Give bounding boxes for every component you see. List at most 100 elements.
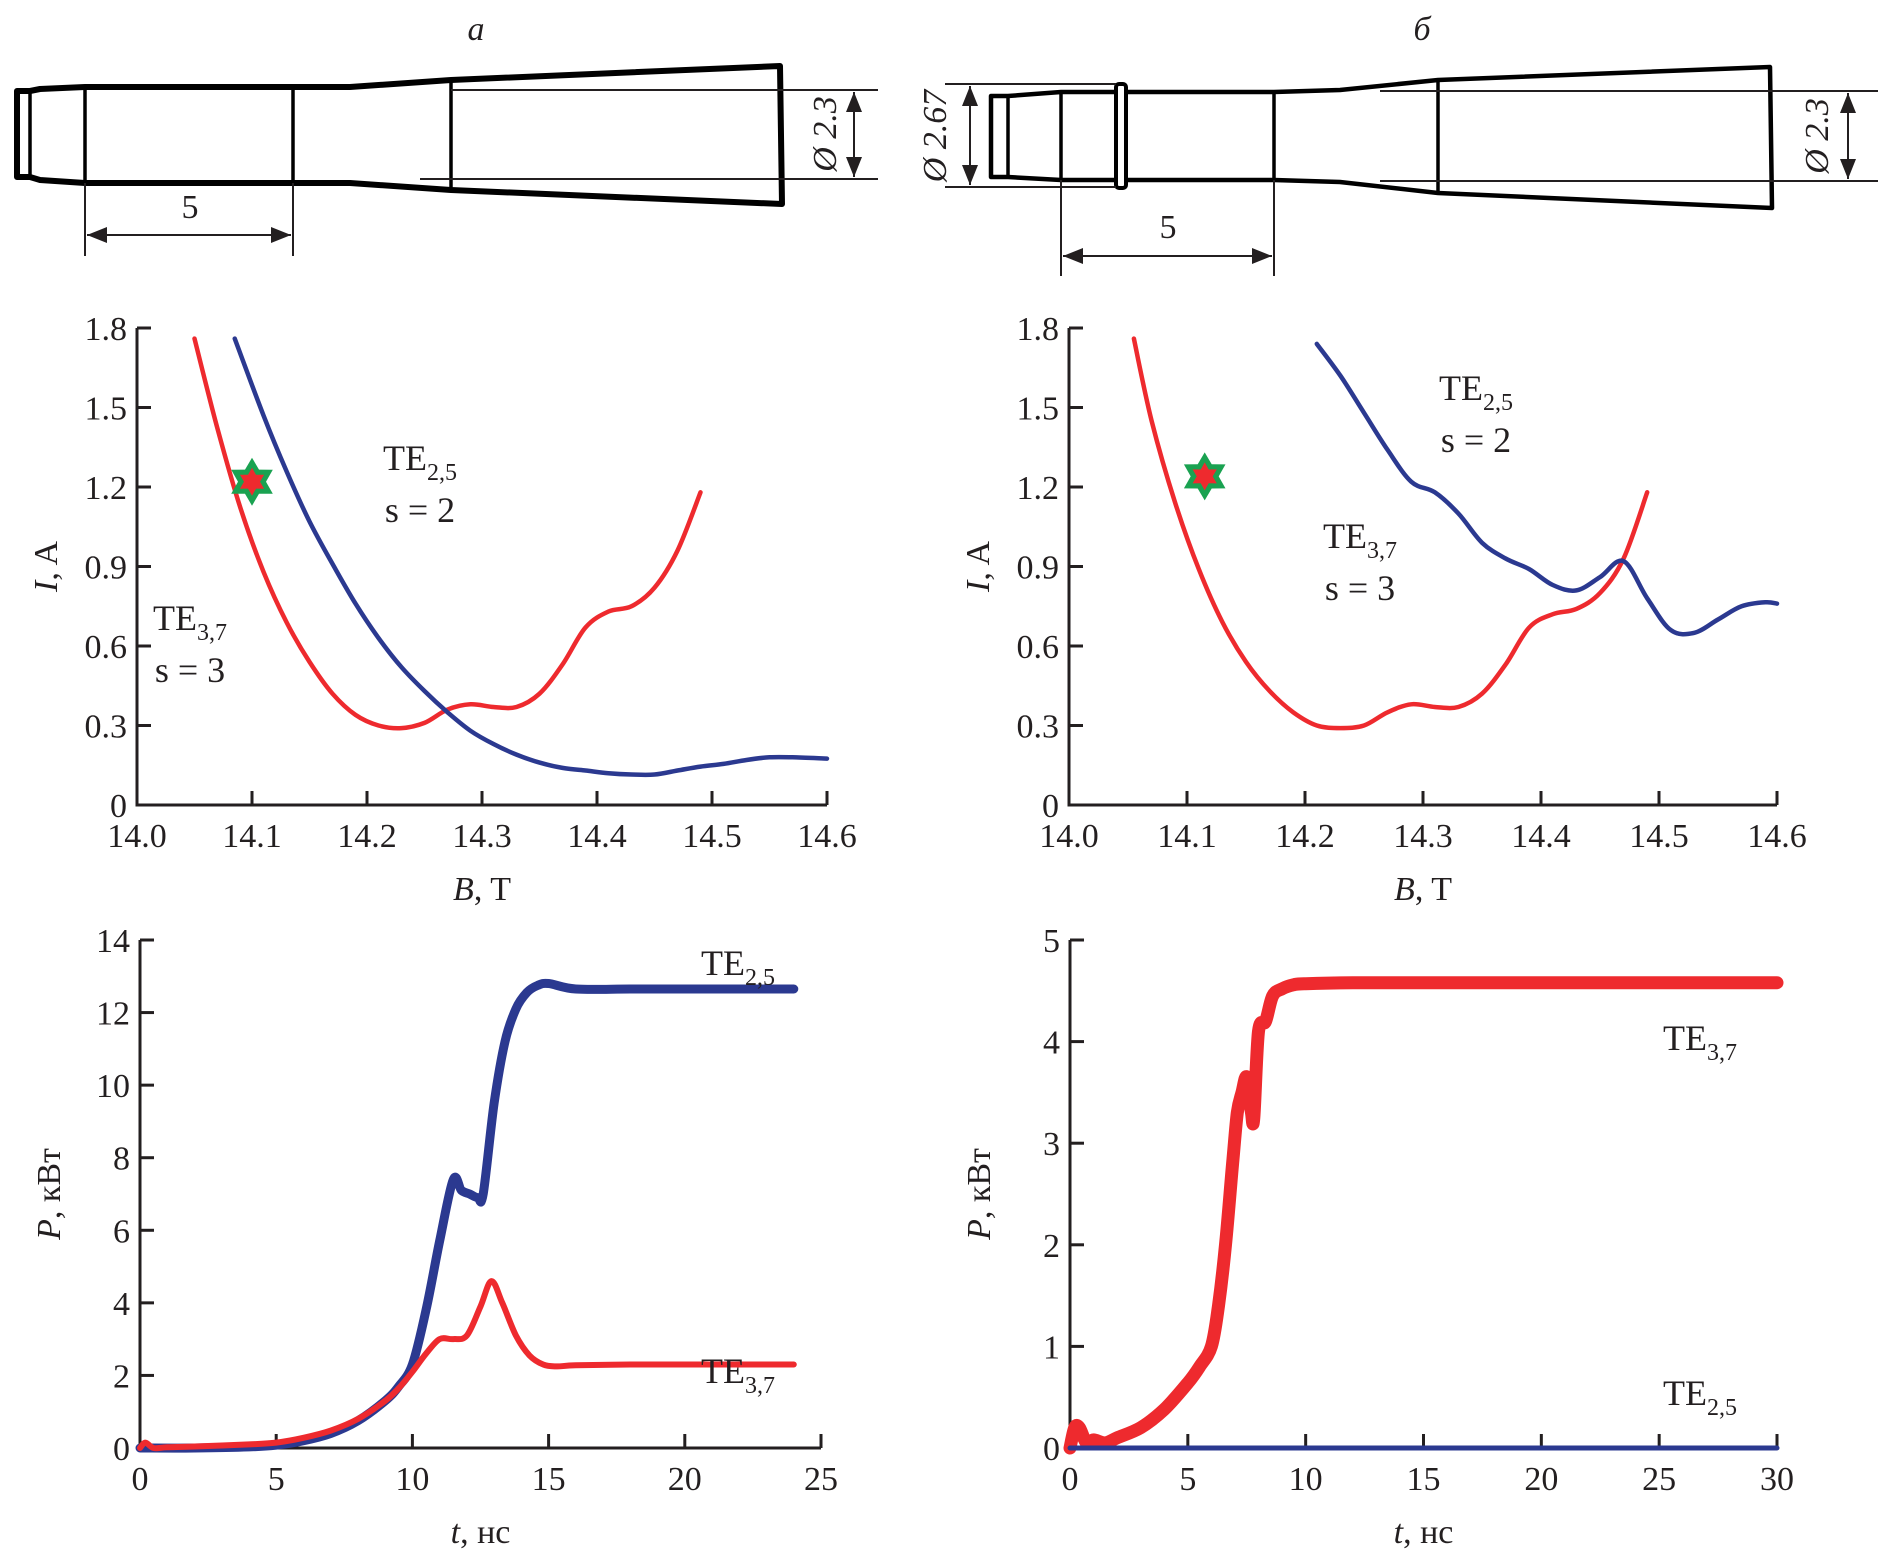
mode-index: 2,5: [1707, 1395, 1737, 1421]
star-marker-center: [239, 467, 265, 496]
ring-flange: [1114, 82, 1128, 190]
mode-name: TE: [701, 1351, 745, 1391]
mode-index: 3,7: [197, 620, 227, 646]
x-tick-label: 14.5: [1629, 818, 1689, 855]
mode-label: TE3,7: [1663, 1018, 1737, 1066]
x-tick-label: 14.2: [337, 818, 397, 855]
x-axis-unit: , T: [1415, 871, 1452, 908]
mode-name: TE: [701, 943, 745, 983]
y-tick-label: 0: [1043, 1431, 1060, 1468]
y-axis-symbol: P: [961, 1219, 998, 1241]
mode-index: 3,7: [1367, 538, 1397, 564]
x-tick-label: 14.1: [222, 818, 282, 855]
x-tick-label: 25: [1642, 1461, 1676, 1498]
mode-name: TE: [383, 438, 427, 478]
x-axis-symbol: t: [1394, 1514, 1405, 1551]
mode-label: TE2,5: [701, 943, 775, 991]
axes: [1068, 940, 1777, 1450]
star-marker-center: [1192, 462, 1217, 491]
y-tick-label: 14: [96, 923, 130, 960]
mode-label: TE3,7: [153, 598, 227, 646]
y-tick-label: 2: [113, 1358, 130, 1395]
y-tick-label: 0.6: [85, 629, 128, 666]
series-line-te3-7: [137, 1278, 797, 1452]
series-line-te3-7: [1063, 976, 1784, 1455]
dim-diameter-left-label: Ø 2.67: [917, 88, 954, 184]
y-tick-label: 0: [110, 788, 127, 825]
y-tick-label: 1.2: [85, 470, 128, 507]
y-tick-label: 0: [113, 1431, 130, 1468]
chart-start-current-b: 14.0 14.1 14.2 14.3 14.4 14.5 14.6 0 0.3 0.6 0.9 1.…: [960, 311, 1807, 908]
x-axis-unit: , T: [474, 871, 511, 908]
x-tick-label: 5: [268, 1461, 285, 1498]
y-tick-label: 3: [1043, 1126, 1060, 1163]
mode-index: 2,5: [1483, 390, 1513, 416]
mode-label: TE3,7: [1323, 516, 1397, 564]
x-tick-label: 14.6: [797, 818, 857, 855]
dim-length-label: 5: [1160, 209, 1177, 246]
x-tick-label: 0: [1062, 1461, 1079, 1498]
y-axis-label: P, кВт: [961, 1148, 998, 1241]
x-tick-label: 14.5: [682, 818, 742, 855]
y-tick-label: 2: [1043, 1228, 1060, 1265]
axes: [1067, 328, 1777, 807]
y-axis-label: I, A: [28, 541, 65, 593]
dim-diameter-right-label: Ø 2.3: [1799, 98, 1836, 175]
x-tick-label: 14.3: [1393, 818, 1453, 855]
harmonic-label: s = 2: [1441, 420, 1511, 460]
x-tick-label: 30: [1760, 1461, 1794, 1498]
y-tick-label: 0.6: [1017, 629, 1060, 666]
mode-name: TE: [1663, 1018, 1707, 1058]
y-tick-label: 1.8: [1017, 311, 1060, 348]
y-tick-label: 0.9: [1017, 550, 1060, 587]
mode-label: TE2,5: [1663, 1373, 1737, 1421]
harmonic-label: s = 3: [1325, 568, 1395, 608]
chart-start-current-a: 14.0 14.1 14.2 14.3 14.4 14.5 14.6 0 0.3 0.6 0.9 1.…: [28, 311, 857, 908]
x-tick-label: 10: [395, 1461, 429, 1498]
mode-name: TE: [1663, 1373, 1707, 1413]
diagram-b: Ø 2.67 Ø 2.3 5: [917, 64, 1878, 276]
y-tick-label: 4: [113, 1286, 130, 1323]
x-axis-symbol: B: [1394, 871, 1415, 908]
mode-name: TE: [1323, 516, 1367, 556]
mode-index: 3,7: [745, 1373, 775, 1399]
y-tick-label: 0.9: [85, 550, 128, 587]
harmonic-label: s = 2: [385, 490, 455, 530]
x-tick-label: 14.0: [107, 818, 167, 855]
y-axis-unit: , кВт: [31, 1148, 68, 1219]
y-tick-label: 12: [96, 996, 130, 1033]
x-tick-label: 20: [1524, 1461, 1558, 1498]
mode-label: TE2,5: [1439, 368, 1513, 416]
y-tick-label: 6: [113, 1213, 130, 1250]
series-line-te2-5: [1314, 341, 1780, 637]
x-axis-unit: , нс: [460, 1514, 510, 1551]
x-tick-label: 20: [668, 1461, 702, 1498]
x-tick-label: 14.6: [1747, 818, 1807, 855]
y-tick-label: 1.2: [1017, 470, 1060, 507]
mode-index: 3,7: [1707, 1040, 1737, 1066]
series-line-te3-7: [192, 336, 703, 731]
y-tick-label: 10: [96, 1068, 130, 1105]
x-tick-label: 0: [132, 1461, 149, 1498]
y-tick-label: 0.3: [1017, 709, 1060, 746]
x-axis-label: B, T: [1394, 871, 1452, 908]
x-tick-label: 5: [1179, 1461, 1196, 1498]
x-tick-label: 14.4: [1511, 818, 1571, 855]
x-tick-label: 14.2: [1275, 818, 1335, 855]
x-tick-label: 25: [804, 1461, 838, 1498]
y-axis-unit: , кВт: [961, 1148, 998, 1219]
x-tick-label: 15: [1407, 1461, 1441, 1498]
y-tick-label: 5: [1043, 923, 1060, 960]
tube-outline-a: [14, 63, 785, 207]
x-tick-label: 10: [1289, 1461, 1323, 1498]
y-tick-label: 4: [1043, 1025, 1060, 1062]
mode-label: TE2,5: [383, 438, 457, 486]
y-axis-unit: , A: [960, 541, 997, 581]
x-axis-label: t, нс: [1394, 1514, 1454, 1551]
harmonic-label: s = 3: [155, 650, 225, 690]
x-axis-symbol: B: [453, 871, 474, 908]
y-tick-label: 1.8: [85, 311, 128, 348]
y-tick-label: 1: [1043, 1329, 1060, 1366]
